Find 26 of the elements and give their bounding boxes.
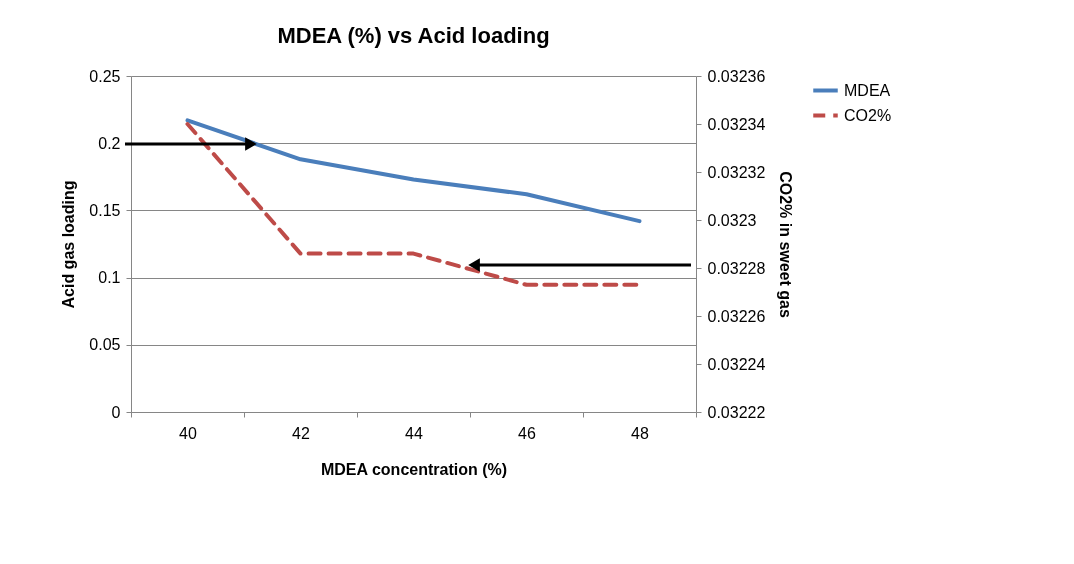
x-tick-label: 46 (518, 424, 536, 442)
x-tick-label: 44 (405, 424, 423, 442)
y-axis-title: Acid gas loading (60, 180, 78, 309)
x-tick-label: 40 (179, 424, 197, 442)
y-tick-label: 0.25 (89, 67, 121, 85)
y2-tick-label: 0.03236 (707, 67, 766, 85)
x-tick-label: 48 (631, 424, 649, 442)
x-tick-label: 42 (292, 424, 310, 442)
y-tick-label: 0.2 (98, 134, 121, 152)
y2-tick-label: 0.03226 (707, 307, 766, 325)
y2-tick-label: 0.0323 (707, 211, 757, 229)
y-tick-label: 0.1 (98, 269, 121, 287)
y2-axis-title: CO2% in sweet gas (777, 171, 795, 318)
chart-title: MDEA (%) vs Acid loading (277, 23, 550, 48)
y2-tick-label: 0.03224 (707, 355, 766, 373)
line-series (185, 118, 642, 224)
y2-tick-label: 0.03222 (707, 403, 766, 421)
x-axis-title: MDEA concentration (%) (320, 460, 508, 478)
y-tick-label: 0.15 (89, 201, 121, 219)
y-tick-label: 0.05 (89, 336, 121, 354)
legend-label: MDEA (844, 81, 891, 99)
legend-label: CO2% (844, 106, 892, 124)
y-tick-label: 0 (111, 403, 121, 421)
y2-tick-label: 0.03228 (707, 259, 766, 277)
y2-tick-label: 0.03232 (707, 163, 766, 181)
y2-tick-label: 0.03234 (707, 115, 766, 133)
